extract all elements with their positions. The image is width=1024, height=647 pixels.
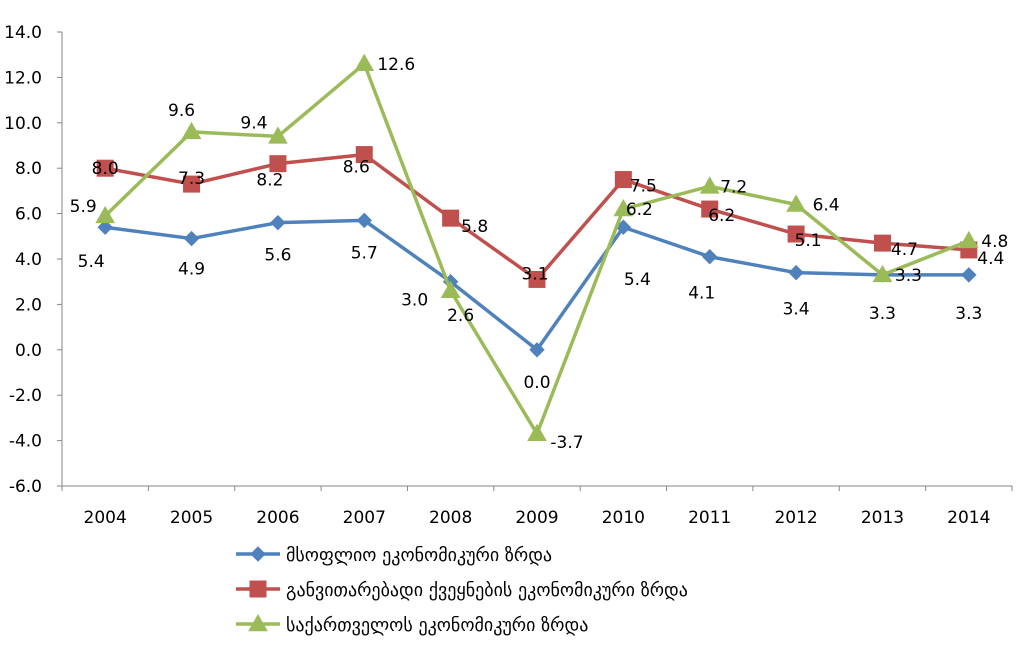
legend-label: მსოფლიო ეკონომიკური ზრდა [286, 545, 552, 566]
data-point [95, 205, 116, 224]
data-point [961, 267, 977, 283]
data-point [786, 194, 806, 212]
legend-marker [248, 613, 268, 632]
data-point [440, 280, 461, 299]
legend-entry: საქართველოს ეკონომიკური ზრდა [236, 613, 588, 636]
x-tick-label: 2012 [774, 508, 817, 528]
data-point [699, 176, 720, 194]
data-point [873, 234, 891, 252]
data-point [529, 342, 545, 358]
x-tick-label: 2009 [515, 508, 558, 528]
data-point [528, 270, 546, 288]
legend-entry: მსოფლიო ეკონომიკური ზრდა [236, 545, 552, 566]
data-label: 8.2 [256, 171, 283, 191]
series-1: 5.4 4.9 5.6 5.7 3.0 0.0 5.4 4.1 3.4 3.3 3.3 [78, 212, 982, 393]
legend-marker [250, 546, 266, 562]
data-label: 7.5 [630, 177, 657, 197]
data-label: 0.0 [523, 373, 550, 393]
data-label: 3.3 [869, 304, 896, 324]
x-tick-label: 2011 [688, 508, 731, 528]
data-label: 5.4 [624, 270, 651, 290]
x-tick-label: 2004 [84, 508, 127, 528]
data-point [702, 249, 718, 265]
data-label: 7.3 [178, 169, 205, 189]
data-label: 4.8 [981, 232, 1008, 252]
y-tick-label: -6.0 [9, 477, 42, 497]
data-label: 5.4 [78, 252, 105, 272]
y-tick-label: 6.0 [15, 205, 42, 225]
x-tick-label: 2008 [429, 508, 472, 528]
x-tick-label: 2010 [602, 508, 645, 528]
data-point [788, 264, 804, 281]
data-point [97, 219, 113, 235]
data-label: 8.0 [92, 159, 119, 179]
data-label: 6.4 [813, 196, 840, 216]
x-tick-label: 2007 [343, 508, 386, 528]
data-label: 5.9 [70, 197, 97, 217]
data-label: 7.2 [720, 177, 747, 197]
x-tick-label: 2014 [947, 508, 990, 528]
data-label: 5.8 [461, 217, 488, 237]
y-tick-label: 2.0 [15, 295, 42, 315]
data-label: 3.1 [521, 264, 548, 284]
legend-entry: განვითარებადი ქვეყნების ეკონომიკური ზრდა [236, 580, 688, 601]
x-tick-label: 2013 [861, 508, 904, 528]
y-tick-label: -2.0 [9, 386, 42, 406]
y-tick-label: -4.0 [9, 432, 42, 452]
data-point [613, 199, 634, 217]
data-label: 5.7 [351, 243, 378, 263]
y-tick-label: 8.0 [15, 159, 42, 179]
data-point [442, 209, 460, 227]
series-3: 5.9 9.6 9.4 12.6 2.6 -3.7 6.2 7.2 6.4 3.3 4.8 [70, 53, 1008, 453]
data-point [354, 53, 375, 72]
data-point [355, 146, 373, 164]
data-point [872, 264, 893, 283]
data-point [269, 155, 287, 173]
data-point [183, 175, 201, 193]
data-label: 5.6 [264, 246, 291, 266]
data-label: 5.1 [795, 231, 822, 251]
y-tick-label: 10.0 [4, 114, 42, 134]
data-point [96, 159, 114, 177]
data-point [181, 121, 202, 140]
data-label: -3.7 [550, 433, 583, 453]
data-label: 6.2 [708, 206, 735, 226]
x-tick-label: 2006 [256, 508, 299, 528]
data-label: 4.7 [891, 240, 918, 260]
data-label: 3.3 [895, 266, 922, 286]
data-label: 4.9 [178, 260, 205, 280]
x-tick-label: 2005 [170, 508, 213, 528]
y-tick-label: 0.0 [15, 341, 42, 361]
data-label: 3.3 [955, 304, 982, 324]
data-point [787, 225, 805, 243]
data-point [958, 230, 979, 249]
data-label: 6.2 [626, 200, 653, 220]
data-label: 3.0 [401, 291, 428, 311]
legend-marker [249, 580, 267, 598]
series-2: 8.0 7.3 8.2 8.6 5.8 3.1 7.5 6.2 5.1 4.7 4.4 [92, 146, 1004, 288]
data-point [268, 126, 288, 144]
data-label: 4.1 [688, 284, 715, 304]
y-tick-label: 14.0 [4, 23, 42, 43]
data-point [701, 200, 719, 218]
data-point [356, 212, 372, 229]
data-label: 3.4 [783, 300, 810, 320]
data-label: 2.6 [447, 306, 474, 326]
data-point [270, 214, 286, 231]
data-point [527, 423, 547, 442]
y-tick-label: 4.0 [15, 250, 42, 270]
data-label: 12.6 [377, 55, 415, 75]
series-line [104, 152, 969, 282]
data-label: 9.4 [240, 113, 267, 133]
data-point [614, 171, 632, 189]
y-tick-label: 12.0 [4, 68, 42, 88]
data-label: 9.6 [168, 101, 195, 121]
data-point [183, 230, 200, 247]
legend-label: განვითარებადი ქვეყნების ეკონომიკური ზრდა [286, 580, 688, 601]
data-label: 8.6 [343, 158, 370, 178]
data-label: 4.4 [977, 249, 1004, 269]
legend-label: საქართველოს ეკონომიკური ზრდა [286, 615, 588, 636]
